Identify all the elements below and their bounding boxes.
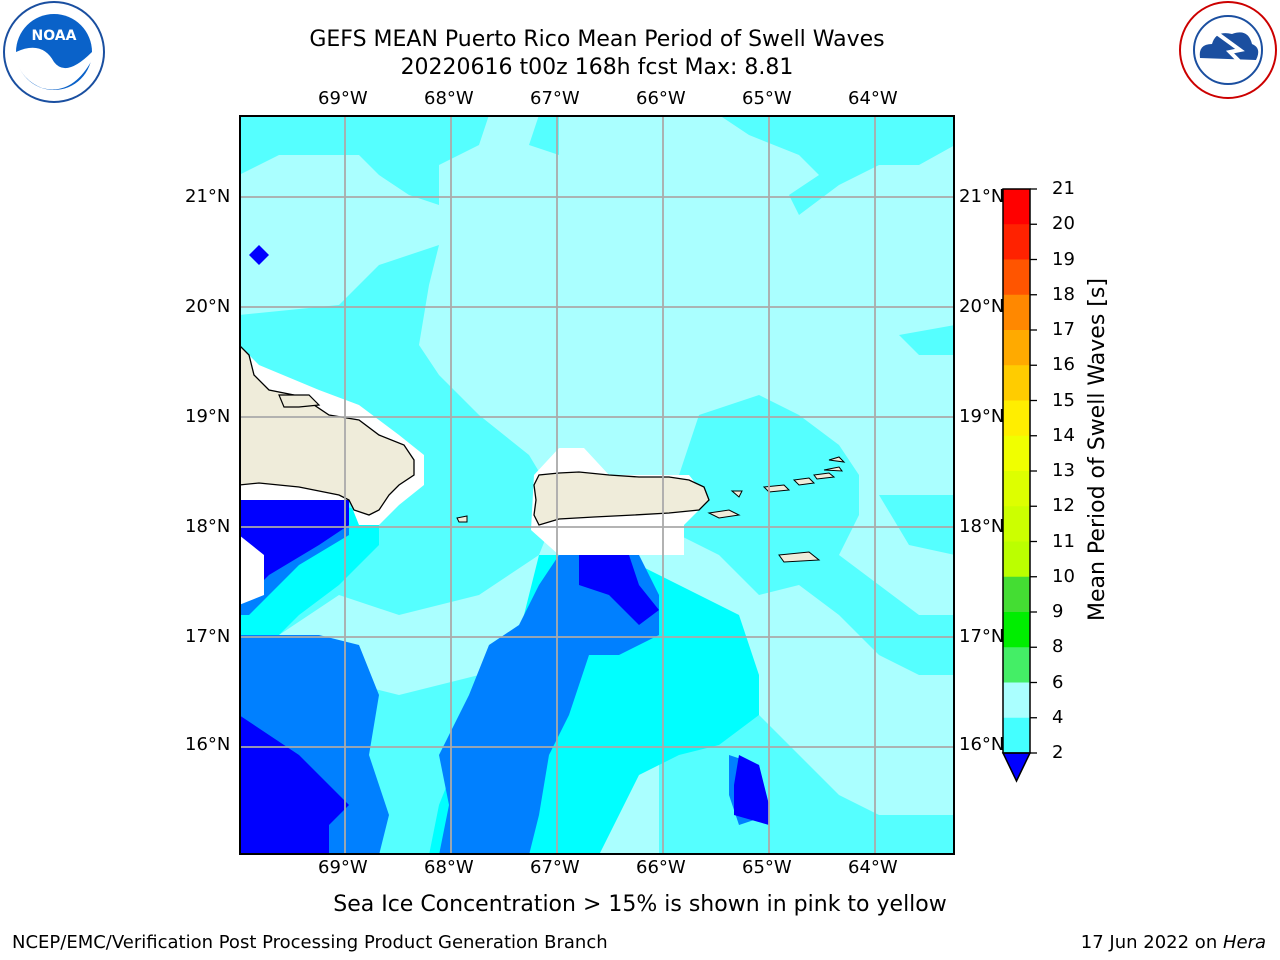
- colorbar-tick-label: 4: [1052, 706, 1064, 728]
- colorbar-band: [1003, 717, 1030, 754]
- colorbar-tick-label: 21: [1052, 178, 1075, 199]
- lat-label-left-20n: 20°N: [185, 296, 231, 317]
- national-weather-service-logo: [1178, 0, 1278, 100]
- lon-label-top-67w: 67°W: [530, 88, 580, 109]
- colorbar-band: [1003, 365, 1030, 401]
- colorbar-band: [1003, 576, 1030, 613]
- map-frame: [239, 115, 955, 855]
- colorbar-swatches: [1001, 188, 1037, 783]
- host-name: Hera: [1222, 932, 1266, 953]
- colorbar-tick-label: 18: [1052, 283, 1075, 305]
- lon-label-top-65w: 65°W: [742, 88, 792, 109]
- map-panel: [239, 115, 955, 855]
- vieques-island: [707, 509, 741, 519]
- colorbar-title: Mean Period of Swell Waves [s]: [1085, 278, 1110, 621]
- contour-under-2: [239, 245, 769, 855]
- colorbar-tick-label: 8: [1052, 636, 1064, 658]
- colorbar-tick-label: 14: [1052, 424, 1075, 446]
- lat-label-left-17n: 17°N: [185, 626, 231, 647]
- colorbar-tick-label: 15: [1052, 389, 1075, 411]
- colorbar-tick-label: 9: [1052, 601, 1064, 622]
- lon-label-top-64w: 64°W: [848, 88, 898, 109]
- map-gridlines: [239, 115, 955, 855]
- lon-label-top-68w: 68°W: [424, 88, 474, 109]
- colorbar-tick-label: 12: [1052, 495, 1075, 517]
- colorbar-tick-label: 17: [1052, 319, 1075, 340]
- lat-label-right-19n: 19°N: [959, 406, 1005, 427]
- run-date: 17 Jun 2022 on Hera: [1081, 932, 1266, 954]
- culebra-island: [730, 490, 743, 498]
- sea-ice-caption: Sea Ice Concentration > 15% is shown in …: [333, 892, 947, 917]
- lon-label-bottom-67w: 67°W: [530, 857, 580, 878]
- lon-label-bottom-66w: 66°W: [636, 857, 686, 878]
- noaa-logo: NOAA: [2, 0, 106, 104]
- hispaniola-land: [239, 344, 415, 516]
- colorbar-band: [1003, 189, 1030, 225]
- producer-credit: NCEP/EMC/Verification Post Processing Pr…: [12, 932, 608, 953]
- virgin-islands: [762, 456, 846, 493]
- lat-label-right-16n: 16°N: [959, 734, 1005, 755]
- map-title-line1: GEFS MEAN Puerto Rico Mean Period of Swe…: [309, 27, 885, 52]
- colorbar-band: [1003, 682, 1030, 719]
- st-croix-island: [778, 551, 821, 563]
- lat-label-left-19n: 19°N: [185, 406, 231, 427]
- puerto-rico-land: [533, 471, 710, 526]
- colorbar-band: [1003, 330, 1030, 366]
- svg-text:NOAA: NOAA: [32, 28, 77, 44]
- colorbar: [1000, 186, 1040, 786]
- colorbar-tick-label: 19: [1052, 248, 1075, 270]
- colorbar-tick-label: 6: [1052, 671, 1064, 693]
- colorbar-band: [1003, 259, 1030, 296]
- lat-label-right-20n: 20°N: [959, 296, 1005, 317]
- lat-label-left-18n: 18°N: [185, 516, 231, 537]
- lat-label-left-16n: 16°N: [185, 734, 231, 755]
- colorbar-under-arrow: [1001, 752, 1032, 783]
- colorbar-band: [1003, 647, 1030, 683]
- lat-label-left-21n: 21°N: [185, 186, 231, 207]
- colorbar-band: [1003, 612, 1030, 648]
- lon-label-bottom-65w: 65°W: [742, 857, 792, 878]
- colorbar-tick-label: 16: [1052, 354, 1075, 376]
- colorbar-tick-label: 13: [1052, 460, 1075, 481]
- tortuga-island: [278, 394, 321, 408]
- colorbar-band: [1003, 506, 1030, 542]
- lat-label-right-18n: 18°N: [959, 516, 1005, 537]
- map-title-line2: 20220616 t00z 168h fcst Max: 8.81: [400, 55, 794, 80]
- colorbar-tick-label: 2: [1052, 742, 1064, 763]
- lon-label-bottom-68w: 68°W: [424, 857, 474, 878]
- colorbar-band: [1003, 224, 1030, 260]
- colorbar-band: [1003, 294, 1030, 331]
- lon-label-bottom-69w: 69°W: [318, 857, 368, 878]
- colorbar-band: [1003, 435, 1030, 472]
- run-date-text: 17 Jun 2022 on: [1080, 932, 1223, 953]
- lon-label-top-66w: 66°W: [636, 88, 686, 109]
- colorbar-tick-label: 11: [1052, 530, 1075, 552]
- colorbar-band: [1003, 400, 1030, 437]
- mona-island: [456, 515, 468, 523]
- colorbar-tick-label: 20: [1052, 213, 1075, 235]
- colorbar-tick-label: 10: [1052, 565, 1075, 587]
- swell-period-map: [239, 115, 955, 855]
- lon-label-top-69w: 69°W: [318, 88, 368, 109]
- lon-label-bottom-64w: 64°W: [848, 857, 898, 878]
- lat-label-right-17n: 17°N: [959, 626, 1005, 647]
- colorbar-band: [1003, 471, 1030, 507]
- lat-label-right-21n: 21°N: [959, 186, 1005, 207]
- colorbar-band: [1003, 541, 1030, 578]
